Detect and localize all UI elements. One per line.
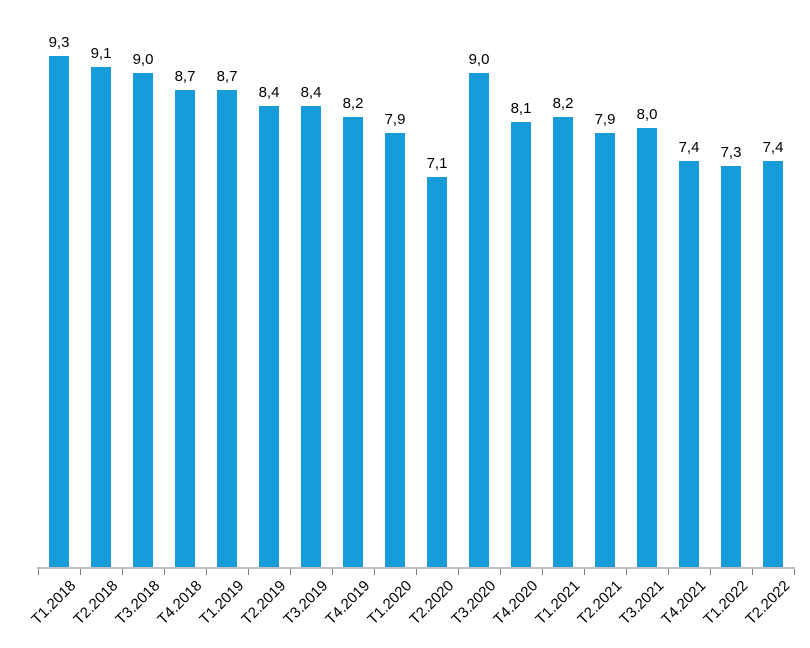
bar-value-label: 7,9 xyxy=(384,111,406,128)
axis-tick xyxy=(38,569,39,575)
bar xyxy=(301,106,321,568)
bar xyxy=(49,56,69,568)
axis-tick xyxy=(668,569,669,575)
axis-tick xyxy=(374,569,375,575)
bar xyxy=(217,90,237,568)
bar-value-label: 7,3 xyxy=(720,144,742,161)
x-tick-label: T2.2021 xyxy=(574,577,626,629)
x-tick-label: T2.2018 xyxy=(70,577,122,629)
axis-tick xyxy=(710,569,711,575)
x-tick-label: T3.2021 xyxy=(616,577,668,629)
bar-slot: 8,7 xyxy=(164,0,206,568)
bar xyxy=(679,161,699,568)
bar-value-label: 9,1 xyxy=(90,45,112,62)
bar-value-label: 7,4 xyxy=(762,139,784,156)
bar-slot: 8,1 xyxy=(500,0,542,568)
bar-slot: 7,1 xyxy=(416,0,458,568)
bar-value-label: 8,2 xyxy=(342,95,364,112)
bar-value-label: 8,0 xyxy=(636,106,658,123)
x-tick-label: T1.2018 xyxy=(28,577,80,629)
bar-slot: 8,2 xyxy=(542,0,584,568)
bar xyxy=(553,117,573,568)
bar-slot: 8,0 xyxy=(626,0,668,568)
x-tick-label: T3.2019 xyxy=(280,577,332,629)
bar-value-label: 9,0 xyxy=(468,51,490,68)
x-tick-label: T1.2021 xyxy=(532,577,584,629)
bar-slot: 7,9 xyxy=(374,0,416,568)
x-tick-label: T4.2019 xyxy=(322,577,374,629)
axis-tick xyxy=(80,569,81,575)
bar xyxy=(175,90,195,568)
bar-value-label: 8,1 xyxy=(510,100,532,117)
axis-tick xyxy=(752,569,753,575)
bar-slot: 9,0 xyxy=(458,0,500,568)
bar xyxy=(721,166,741,568)
bar xyxy=(343,117,363,568)
bar-value-label: 8,7 xyxy=(216,68,238,85)
bar xyxy=(637,128,657,568)
axis-tick xyxy=(542,569,543,575)
x-tick-label: T1.2022 xyxy=(700,577,752,629)
bar-value-label: 9,0 xyxy=(132,51,154,68)
x-tick-label: T2.2022 xyxy=(742,577,794,629)
bar-slot: 7,3 xyxy=(710,0,752,568)
bar xyxy=(427,177,447,568)
bar-slot: 7,9 xyxy=(584,0,626,568)
bar-slot: 7,4 xyxy=(668,0,710,568)
axis-tick xyxy=(458,569,459,575)
bar-value-label: 7,1 xyxy=(426,155,448,172)
bar-value-label: 8,4 xyxy=(258,84,280,101)
x-tick-label: T3.2018 xyxy=(112,577,164,629)
axis-tick xyxy=(332,569,333,575)
bar xyxy=(763,161,783,568)
x-tick-label: T4.2018 xyxy=(154,577,206,629)
bar-slot: 9,3 xyxy=(38,0,80,568)
x-tick-label: T3.2020 xyxy=(448,577,500,629)
axis-tick xyxy=(584,569,585,575)
bar-value-label: 8,7 xyxy=(174,68,196,85)
axis-tick xyxy=(164,569,165,575)
bar xyxy=(469,73,489,568)
axis-tick xyxy=(122,569,123,575)
axis-tick xyxy=(500,569,501,575)
axis-tick xyxy=(794,569,795,575)
bar-slot: 9,0 xyxy=(122,0,164,568)
axis-tick xyxy=(416,569,417,575)
bar-value-label: 7,4 xyxy=(678,139,700,156)
bar-slot: 9,1 xyxy=(80,0,122,568)
bar xyxy=(595,133,615,568)
axis-tick xyxy=(206,569,207,575)
bar xyxy=(511,122,531,568)
bar-slot: 8,2 xyxy=(332,0,374,568)
x-tick-label: T1.2019 xyxy=(196,577,248,629)
bar xyxy=(133,73,153,568)
x-tick-label: T1.2020 xyxy=(364,577,416,629)
axis-tick xyxy=(248,569,249,575)
plot-area: 9,3 9,1 9,0 8,7 8,7 8,4 8,4 8,2 7,9 7,1 9,0 8,1 8,2 7… xyxy=(38,0,794,568)
x-axis-line xyxy=(37,567,795,569)
bar xyxy=(385,133,405,568)
bar-value-label: 9,3 xyxy=(48,34,70,51)
bar-slot: 8,4 xyxy=(248,0,290,568)
x-tick-label: T4.2021 xyxy=(658,577,710,629)
bar xyxy=(91,67,111,568)
bar-value-label: 7,9 xyxy=(594,111,616,128)
bar xyxy=(259,106,279,568)
x-tick-label: T2.2020 xyxy=(406,577,458,629)
bar-slot: 8,4 xyxy=(290,0,332,568)
bar-slot: 7,4 xyxy=(752,0,794,568)
bar-value-label: 8,4 xyxy=(300,84,322,101)
bar-value-label: 8,2 xyxy=(552,95,574,112)
axis-tick xyxy=(290,569,291,575)
x-tick-label: T2.2019 xyxy=(238,577,290,629)
x-tick-label: T4.2020 xyxy=(490,577,542,629)
bar-slot: 8,7 xyxy=(206,0,248,568)
axis-tick xyxy=(626,569,627,575)
